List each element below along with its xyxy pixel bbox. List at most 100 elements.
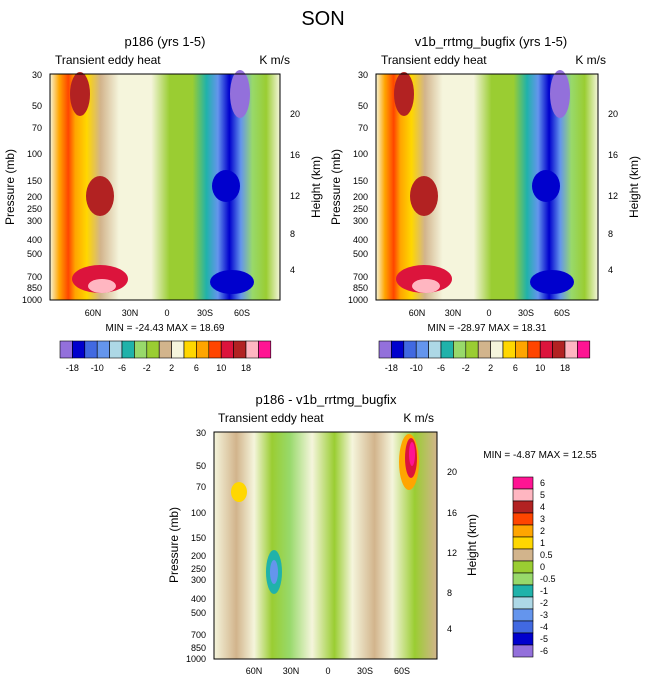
ytick-right-label: 4 <box>608 265 613 275</box>
y-axis-right-label: Height (km) <box>627 156 641 218</box>
y-axis-right-label: Height (km) <box>309 156 323 218</box>
colorbar-label: -18 <box>66 363 79 373</box>
ytick-label: 300 <box>191 575 206 585</box>
xtick-label: 30N <box>445 308 462 318</box>
colorbar-label: -2 <box>540 598 548 608</box>
contour-min-low <box>530 270 574 294</box>
ytick-label: 400 <box>191 594 206 604</box>
y-axis-label: Pressure (mb) <box>167 507 181 583</box>
colorbar-label: 6 <box>540 478 545 488</box>
colorbar-label: 18 <box>560 363 570 373</box>
colorbar-swatch <box>428 340 442 359</box>
figure-suptitle: SON <box>301 8 344 30</box>
ytick-label: 400 <box>27 235 42 245</box>
contour-max-mid <box>86 176 114 216</box>
xtick-label: 60S <box>554 308 570 318</box>
colorbar-swatch <box>512 596 534 610</box>
colorbar-label: 2 <box>169 363 174 373</box>
plot-frame <box>49 73 281 301</box>
colorbar-label: 0 <box>540 562 545 572</box>
colorbar-swatch <box>512 608 534 622</box>
panel-subtitle-left: Transient eddy heat <box>381 53 487 67</box>
contour-pos-d <box>231 482 247 502</box>
colorbar-horizontal-left: -18 -10 -6 -2 2 6 10 18 <box>59 340 272 373</box>
colorbar-swatch <box>96 340 110 359</box>
panel-difference: p186 - v1b_rrtmg_bugfix Transient eddy h… <box>167 392 479 676</box>
xtick-label: 30S <box>357 666 373 676</box>
colorbar-label: -0.5 <box>540 574 556 584</box>
colorbar-swatch <box>512 620 534 634</box>
panel-title: p186 (yrs 1-5) <box>125 34 206 49</box>
ytick-label: 300 <box>353 216 368 226</box>
ytick-label: 850 <box>353 283 368 293</box>
colorbar-swatch <box>134 340 148 359</box>
contour-pos-c <box>409 442 415 466</box>
ytick-right-label: 12 <box>447 548 457 558</box>
colorbar-swatch <box>512 560 534 574</box>
ytick-label: 200 <box>27 192 42 202</box>
colorbar-swatch <box>515 340 529 359</box>
colorbar-swatch <box>512 512 534 526</box>
colorbar-label: -10 <box>91 363 104 373</box>
plot-frame <box>375 73 599 301</box>
colorbar-label: 1 <box>540 538 545 548</box>
colorbar-swatch <box>512 500 534 514</box>
ytick-label: 500 <box>191 608 206 618</box>
colorbar-swatch <box>539 340 553 359</box>
colorbar-label: 10 <box>216 363 226 373</box>
colorbar-label: 6 <box>513 363 518 373</box>
colorbar-label: 3 <box>540 514 545 524</box>
colorbar-swatch <box>391 340 405 359</box>
colorbar-swatch <box>512 644 534 658</box>
xtick-label: 0 <box>325 666 330 676</box>
colorbar-swatch <box>453 340 467 359</box>
ytick-label: 100 <box>191 508 206 518</box>
plot-frame <box>213 431 438 660</box>
ytick-label: 30 <box>196 428 206 438</box>
colorbar-swatch <box>258 340 272 359</box>
ytick-right-label: 20 <box>608 109 618 119</box>
ytick-right-label: 12 <box>290 191 300 201</box>
ytick-label: 200 <box>353 192 368 202</box>
colorbar-swatch <box>183 340 197 359</box>
panel-subtitle-right: K m/s <box>403 411 434 425</box>
ytick-label: 50 <box>32 101 42 111</box>
colorbar-swatch <box>378 340 392 359</box>
ytick-label: 850 <box>27 283 42 293</box>
ytick-label: 850 <box>191 643 206 653</box>
ytick-right-label: 16 <box>290 150 300 160</box>
ytick-right-label: 20 <box>290 109 300 119</box>
panel-p186: p186 (yrs 1-5) Transient eddy heat K m/s… <box>3 34 323 334</box>
colorbar-horizontal-right: -18 -10 -6 -2 2 6 10 18 <box>378 340 591 373</box>
colorbar-label: -18 <box>385 363 398 373</box>
ytick-label: 300 <box>27 216 42 226</box>
panel-title: v1b_rrtmg_bugfix (yrs 1-5) <box>415 34 567 49</box>
xtick-label: 0 <box>164 308 169 318</box>
y-axis-label: Pressure (mb) <box>329 149 343 225</box>
contour-peak <box>88 279 116 293</box>
ytick-label: 100 <box>353 149 368 159</box>
min-max-label: MIN = -28.97 MAX = 18.31 <box>428 323 547 334</box>
panel-v1b: v1b_rrtmg_bugfix (yrs 1-5) Transient edd… <box>329 34 641 334</box>
ytick-label: 700 <box>191 630 206 640</box>
colorbar-label: -5 <box>540 634 548 644</box>
ytick-label: 1000 <box>22 295 42 305</box>
colorbar-label: -4 <box>540 622 548 632</box>
contour-peak <box>412 279 440 293</box>
colorbar-swatch <box>527 340 541 359</box>
colorbar-swatch <box>577 340 591 359</box>
colorbar-swatch <box>512 524 534 538</box>
ytick-right-label: 8 <box>290 229 295 239</box>
colorbar-swatch <box>512 584 534 598</box>
ytick-label: 250 <box>191 564 206 574</box>
colorbar-label: -6 <box>540 646 548 656</box>
xtick-label: 30S <box>518 308 534 318</box>
min-max-label: MIN = -24.43 MAX = 18.69 <box>106 323 225 334</box>
colorbar-swatch <box>490 340 504 359</box>
contour-min-mid <box>212 170 240 202</box>
colorbar-label: -6 <box>118 363 126 373</box>
colorbar-swatch <box>59 340 73 359</box>
ytick-right-label: 8 <box>608 229 613 239</box>
ytick-right-label: 16 <box>447 508 457 518</box>
colorbar-swatch <box>415 340 429 359</box>
